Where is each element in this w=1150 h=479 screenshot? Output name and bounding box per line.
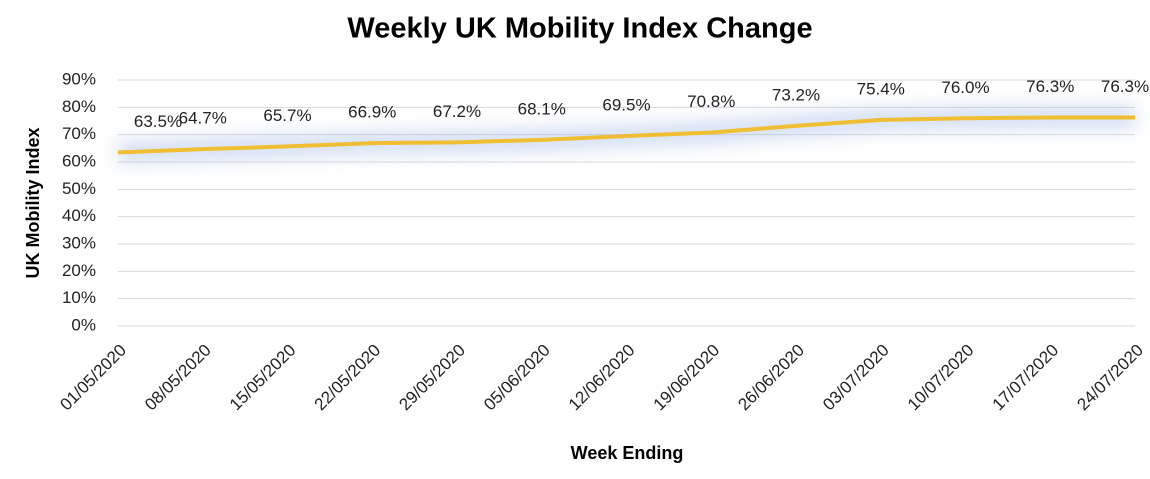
data-label: 76.3%: [1101, 77, 1149, 96]
x-tick-label: 01/05/2020: [56, 341, 130, 415]
data-label: 65.7%: [263, 106, 311, 125]
x-tick-label: 12/06/2020: [565, 341, 639, 415]
chart-title: Weekly UK Mobility Index Change: [347, 13, 812, 45]
y-tick-label: 80%: [62, 97, 96, 116]
x-tick-label: 24/07/2020: [1073, 341, 1147, 415]
data-label: 69.5%: [602, 96, 650, 115]
x-tick-label: 17/07/2020: [989, 341, 1063, 415]
y-tick-label: 30%: [62, 233, 96, 252]
data-label: 70.8%: [687, 92, 735, 111]
y-tick-label: 60%: [62, 151, 96, 170]
x-tick-label: 15/05/2020: [226, 341, 300, 415]
data-label: 76.3%: [1026, 77, 1074, 96]
line: [117, 115, 1135, 155]
y-tick-label: 50%: [62, 179, 96, 198]
y-tick-label: 40%: [62, 206, 96, 225]
y-tick-label: 90%: [62, 69, 96, 88]
y-axis-title: UK Mobility Index: [23, 127, 43, 278]
data-label: 64.7%: [179, 109, 227, 128]
x-tick-label: 29/05/2020: [395, 341, 469, 415]
y-tick-label: 70%: [62, 124, 96, 143]
data-label: 67.2%: [433, 102, 481, 121]
x-tick-label: 05/06/2020: [480, 341, 554, 415]
data-label: 66.9%: [348, 103, 396, 122]
data-label: 73.2%: [772, 85, 820, 104]
data-label: 63.5%: [134, 112, 182, 131]
x-tick-label: 19/06/2020: [650, 341, 724, 415]
x-tick-label: 26/06/2020: [734, 341, 808, 415]
y-tick-label: 0%: [71, 315, 96, 334]
data-label: 68.1%: [518, 99, 566, 118]
data-label: 75.4%: [857, 79, 905, 98]
x-tick-label: 03/07/2020: [819, 341, 893, 415]
data-label: 76.0%: [941, 78, 989, 97]
y-tick-label: 20%: [62, 261, 96, 280]
x-tick-label: 10/07/2020: [904, 341, 978, 415]
x-axis-title: Week Ending: [571, 443, 684, 463]
x-tick-label: 22/05/2020: [311, 341, 385, 415]
y-tick-label: 10%: [62, 288, 96, 307]
x-tick-label: 08/05/2020: [141, 341, 215, 415]
